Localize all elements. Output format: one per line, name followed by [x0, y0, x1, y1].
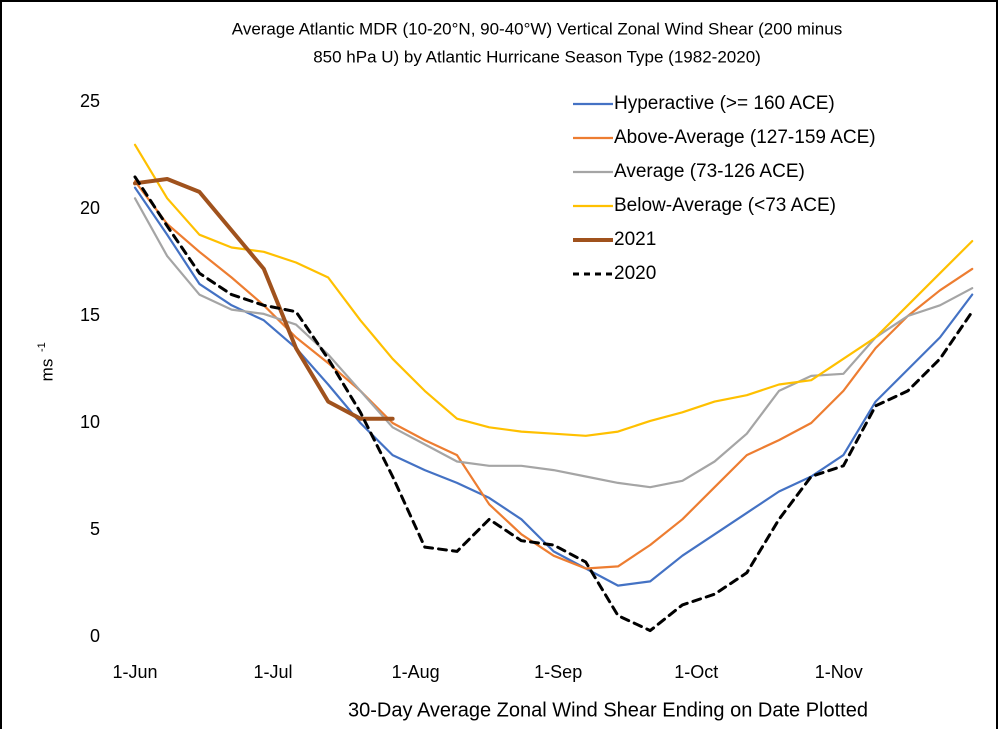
y-tick-label: 5	[90, 519, 100, 539]
y-tick-label: 25	[80, 91, 100, 111]
chart-title: 850 hPa U) by Atlantic Hurricane Season …	[313, 47, 761, 66]
y-tick-label: 10	[80, 412, 100, 432]
x-tick-label: 1-Oct	[674, 662, 718, 682]
x-axis-label: 30-Day Average Zonal Wind Shear Ending o…	[348, 699, 868, 721]
series-line	[133, 175, 974, 633]
series-line	[133, 197, 974, 489]
legend-label: Above-Average (127-159 ACE)	[614, 127, 876, 148]
y-axis-label-text: ms	[37, 359, 56, 382]
legend-label: 2020	[614, 263, 656, 284]
series-line	[133, 186, 974, 587]
legend-label: 2021	[614, 229, 656, 250]
x-tick-label: 1-Jun	[112, 662, 157, 682]
y-tick-label: 15	[80, 305, 100, 325]
chart-title: Average Atlantic MDR (10-20°N, 90-40°W) …	[232, 19, 842, 38]
legend-label: Average (73-126 ACE)	[614, 161, 805, 182]
series-line	[133, 143, 974, 437]
y-tick-label: 20	[80, 198, 100, 218]
x-tick-label: 1-Aug	[392, 662, 440, 682]
y-tick-label: 0	[90, 626, 100, 646]
y-axis-label-superscript: -1	[36, 342, 48, 352]
series-line	[133, 177, 395, 421]
legend-label: Below-Average (<73 ACE)	[614, 195, 836, 216]
legend-label: Hyperactive (>= 160 ACE)	[614, 93, 835, 114]
x-tick-label: 1-Nov	[815, 662, 863, 682]
x-tick-label: 1-Jul	[253, 662, 292, 682]
y-axis-label: ms -1	[36, 342, 57, 381]
x-tick-label: 1-Sep	[534, 662, 582, 682]
series-line	[133, 180, 974, 570]
